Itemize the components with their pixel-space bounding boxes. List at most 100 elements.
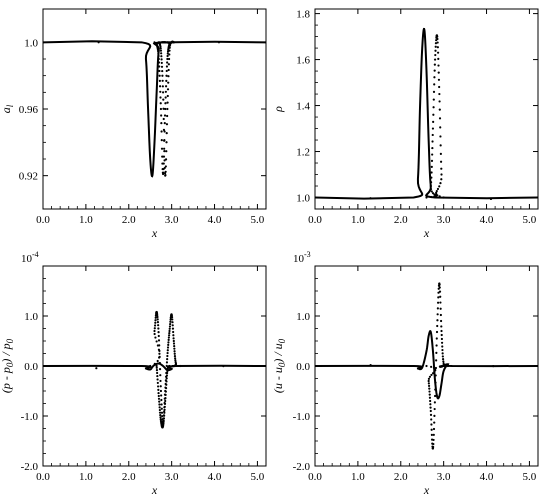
data-point [157, 57, 160, 61]
data-point [430, 373, 433, 377]
data-point [160, 114, 163, 117]
data-point [162, 117, 165, 121]
data-point [439, 301, 442, 304]
data-point [163, 122, 166, 125]
y-tick-label: 1.2 [296, 147, 310, 159]
data-point [149, 364, 152, 368]
data-point [438, 283, 441, 286]
data-point [158, 368, 162, 371]
data-point [440, 329, 443, 333]
data-point [161, 69, 164, 73]
data-point [166, 54, 169, 58]
data-point [442, 196, 445, 199]
data-point [160, 394, 163, 397]
data-point [157, 61, 161, 64]
data-point [161, 91, 165, 94]
x-tick-label: 5.0 [523, 471, 537, 483]
chart-panel-bottom-left: 0.0 1.0 2.0 3.0 4.0 5.0 -2.0 -1.0 0.0 1.0 10-4 x (p … [0, 250, 267, 497]
data-point [160, 61, 163, 65]
data-point [160, 398, 163, 402]
data-point [43, 364, 45, 368]
data-point [167, 75, 170, 78]
data-point [429, 403, 432, 406]
data-point [168, 332, 171, 335]
data-point [431, 192, 435, 195]
data-point [217, 41, 221, 44]
data-point [431, 133, 434, 137]
data-point [429, 413, 433, 416]
y-tick-label: -2.0 [21, 461, 39, 473]
data-point [172, 339, 175, 343]
plot-frame [42, 8, 267, 210]
data-point [171, 327, 175, 330]
data-point [153, 41, 156, 44]
data-point [436, 319, 439, 322]
x-tick-label: 3.0 [437, 214, 451, 226]
data-point [164, 390, 167, 393]
data-point [369, 197, 372, 200]
data-point [439, 144, 442, 147]
data-point [435, 330, 439, 334]
y-axis-label: (u - u0) / u0 [271, 338, 287, 393]
data-point [179, 364, 182, 368]
data-point [156, 359, 159, 363]
data-point [435, 189, 438, 193]
data-point [429, 409, 432, 413]
data-point [435, 359, 438, 362]
data-point [434, 366, 438, 370]
data-point [159, 45, 162, 48]
data-point [157, 331, 160, 334]
data-point [164, 107, 167, 111]
data-point [436, 51, 440, 54]
data-point [160, 55, 163, 58]
data-point [165, 380, 168, 383]
data-point [153, 324, 157, 327]
data-point [171, 321, 174, 324]
data-point [167, 341, 170, 344]
data-point [429, 399, 432, 403]
data-point [436, 324, 439, 328]
data-point [153, 362, 156, 365]
data-point [430, 423, 433, 426]
data-point [432, 427, 436, 431]
data-point [430, 190, 433, 193]
data-point [157, 394, 160, 398]
data-point [160, 411, 164, 414]
y-tick-label: -1.0 [21, 411, 39, 423]
data-point [168, 364, 171, 368]
data-point [439, 160, 443, 163]
data-point [165, 74, 168, 77]
data-point [165, 377, 168, 380]
data-point [157, 334, 160, 338]
data-point [158, 411, 162, 414]
data-point [95, 367, 98, 370]
data-point [431, 127, 435, 130]
data-point [433, 407, 436, 411]
data-point [264, 364, 266, 368]
data-point [427, 384, 431, 388]
data-point [439, 126, 442, 129]
plot-frame [314, 8, 539, 210]
data-point [156, 381, 159, 385]
data-point [441, 355, 444, 358]
x-tick-label: 3.0 [165, 471, 179, 483]
data-point [166, 371, 169, 375]
data-point [436, 194, 439, 197]
data-point [164, 393, 167, 397]
data-point [167, 68, 170, 72]
data-point [438, 290, 442, 293]
data-point [492, 365, 495, 368]
data-point [165, 69, 168, 73]
data-point [159, 107, 163, 111]
data-point [434, 381, 437, 384]
data-point [165, 150, 168, 153]
data-point [153, 332, 156, 336]
data-point [168, 53, 171, 56]
data-point [431, 153, 434, 156]
data-point [154, 316, 157, 319]
y-tick-label: 1.6 [296, 55, 310, 67]
data-point [439, 295, 442, 298]
data-point [434, 374, 437, 377]
data-point [157, 388, 160, 391]
